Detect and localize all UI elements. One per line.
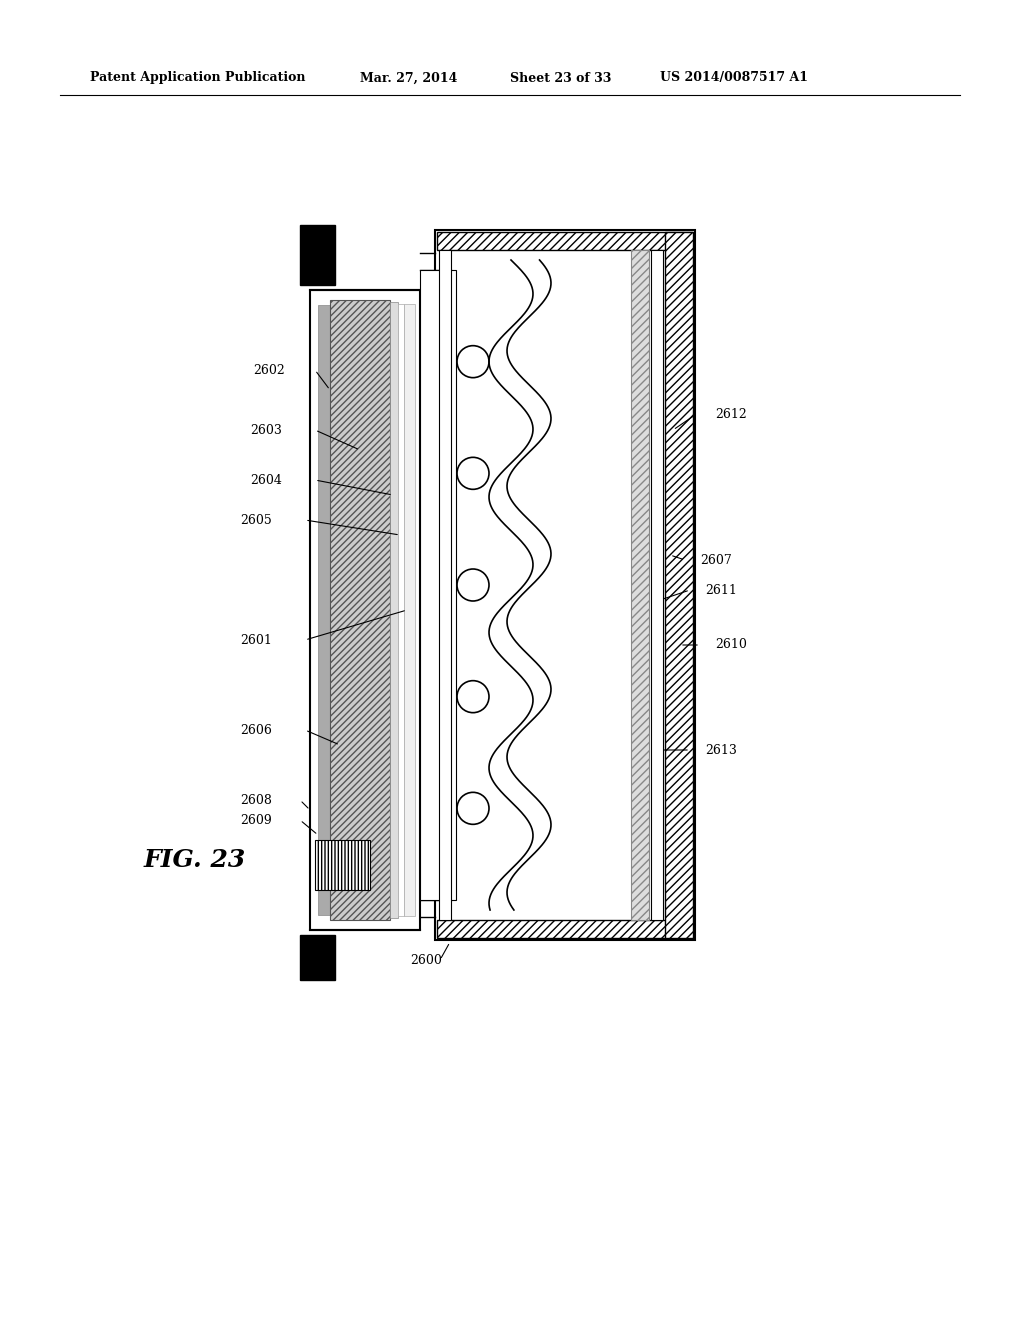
Text: 2608: 2608	[240, 793, 272, 807]
Bar	[404, 304, 415, 916]
Text: 2602: 2602	[253, 363, 285, 376]
Bar	[437, 920, 693, 939]
Text: US 2014/0087517 A1: US 2014/0087517 A1	[660, 71, 808, 84]
Text: 2609: 2609	[241, 813, 272, 826]
Bar	[439, 249, 451, 920]
Text: 2607: 2607	[700, 553, 732, 566]
Bar	[435, 230, 695, 940]
Text: Mar. 27, 2014: Mar. 27, 2014	[360, 71, 458, 84]
Bar	[651, 249, 663, 920]
Bar	[300, 224, 335, 285]
Bar	[330, 300, 390, 920]
Bar	[437, 232, 693, 249]
Bar	[310, 290, 420, 931]
Text: 2613: 2613	[705, 743, 737, 756]
Text: Sheet 23 of 33: Sheet 23 of 33	[510, 71, 611, 84]
Bar	[398, 304, 404, 916]
Text: 2600: 2600	[410, 953, 442, 966]
Text: 2605: 2605	[241, 513, 272, 527]
Bar	[390, 302, 398, 917]
Bar	[318, 305, 330, 915]
Bar	[631, 249, 649, 920]
Text: 2612: 2612	[715, 408, 746, 421]
Text: 2610: 2610	[715, 639, 746, 652]
Bar	[665, 232, 693, 939]
Text: Patent Application Publication: Patent Application Publication	[90, 71, 305, 84]
Text: 2601: 2601	[240, 634, 272, 647]
Text: FIG. 23: FIG. 23	[144, 847, 246, 873]
Bar	[300, 935, 335, 979]
Text: 2606: 2606	[240, 723, 272, 737]
Bar	[420, 271, 456, 900]
Bar	[315, 840, 370, 890]
Text: 2604: 2604	[250, 474, 282, 487]
Text: 2603: 2603	[250, 424, 282, 437]
Text: 2611: 2611	[705, 583, 737, 597]
